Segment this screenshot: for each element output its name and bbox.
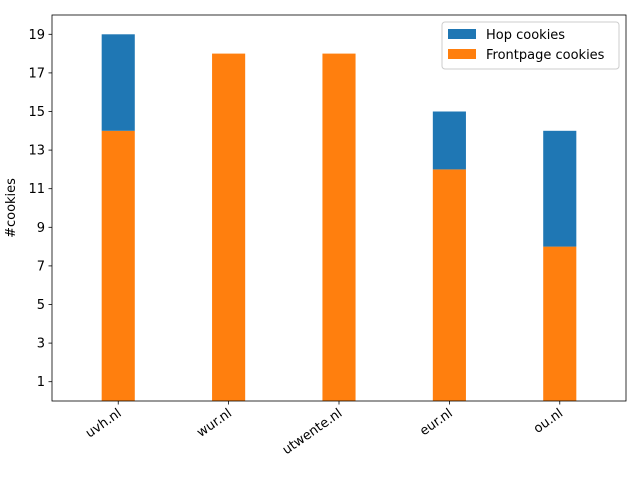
bar-ou-nl-hop-cookies	[543, 130, 577, 247]
y-tick-label: 11	[28, 182, 45, 197]
bars-group	[101, 34, 577, 402]
bar-ou-nl-frontpage-cookies	[543, 246, 577, 401]
legend-swatch	[448, 29, 476, 39]
legend-box	[441, 21, 620, 70]
legend-swatch	[448, 49, 476, 59]
y-tick-label: 1	[37, 375, 45, 390]
y-axis-label: #cookies	[4, 178, 19, 238]
y-tick-label: 17	[28, 66, 45, 81]
bar-uvh-nl-frontpage-cookies	[101, 130, 135, 402]
y-tick-label: 7	[37, 259, 45, 274]
bar-uvh-nl-hop-cookies	[101, 34, 135, 131]
y-tick-label: 9	[37, 221, 45, 236]
bar-eur-nl-hop-cookies	[432, 111, 466, 170]
y-tick-label: 5	[37, 298, 45, 313]
bar-wur-nl-frontpage-cookies	[212, 53, 246, 401]
y-tick-label: 3	[37, 337, 45, 352]
legend-label: Hop cookies	[486, 28, 565, 43]
y-tick-label: 19	[28, 28, 45, 43]
legend-label: Frontpage cookies	[486, 48, 605, 63]
y-tick-label: 15	[28, 105, 45, 120]
bar-eur-nl-frontpage-cookies	[432, 169, 466, 401]
legend: Hop cookies Frontpage cookies	[441, 21, 620, 70]
plot-frame	[51, 14, 627, 402]
bar-utwente-nl-frontpage-cookies	[322, 53, 356, 401]
y-tick-label: 13	[28, 144, 45, 159]
